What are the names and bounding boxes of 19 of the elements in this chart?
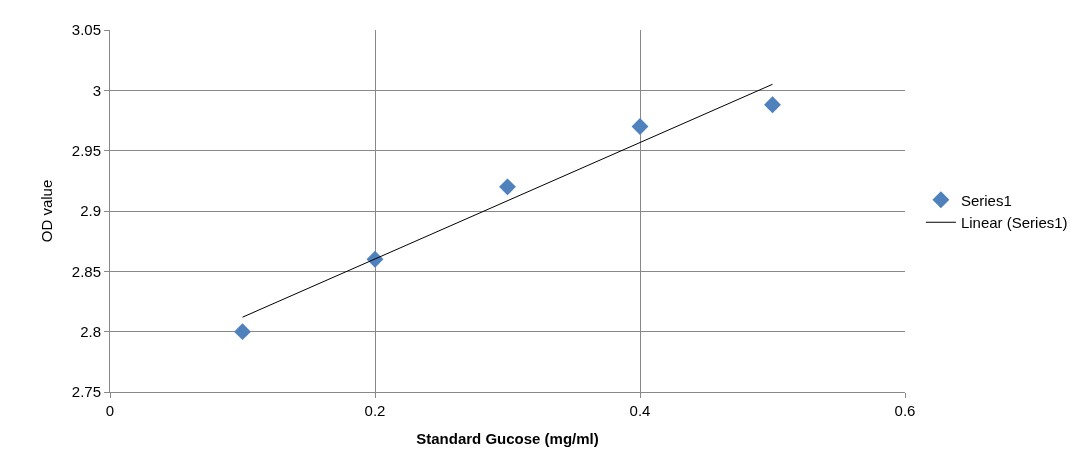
legend-label: Series1 [960, 191, 1012, 209]
y-tick-label: 2.85 [71, 262, 101, 280]
x-axis-title: Standard Gucose (mg/ml) [416, 430, 599, 447]
x-tick-label: 0 [105, 402, 115, 419]
y-axis-title: OD value [38, 179, 56, 243]
y-tick-label: 2.95 [71, 141, 101, 159]
y-tick-label: 3 [92, 81, 101, 99]
point [631, 118, 649, 135]
x-tick-label: 0.2 [364, 402, 386, 419]
point [234, 323, 251, 341]
y-tick-label: 2.9 [80, 202, 101, 220]
x-tick-label: 0.4 [629, 402, 651, 419]
legend-label: Linear (Series1) [960, 214, 1068, 232]
y-tick-label: 2.8 [80, 322, 101, 340]
x-tick-label: 0.6 [894, 402, 916, 419]
y-tick-label: 2.75 [71, 383, 101, 401]
point [499, 178, 516, 196]
y-tick-label: 3.05 [71, 21, 101, 39]
point [764, 96, 781, 114]
